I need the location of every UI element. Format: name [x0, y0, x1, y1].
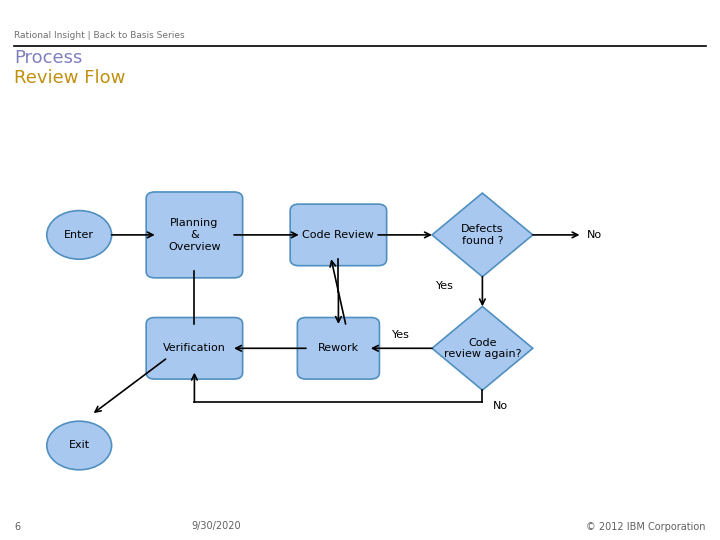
Ellipse shape — [47, 211, 112, 259]
FancyBboxPatch shape — [146, 192, 243, 278]
Text: No: No — [587, 230, 602, 240]
Text: Yes: Yes — [392, 330, 410, 340]
Text: Code
review again?: Code review again? — [444, 338, 521, 359]
Text: No: No — [493, 401, 508, 411]
Text: 9/30/2020: 9/30/2020 — [192, 522, 240, 531]
FancyBboxPatch shape — [146, 318, 243, 379]
FancyBboxPatch shape — [297, 318, 379, 379]
Text: Rational Insight | Back to Basis Series: Rational Insight | Back to Basis Series — [14, 31, 185, 39]
Polygon shape — [432, 306, 533, 390]
Text: Review Flow: Review Flow — [14, 69, 126, 87]
Text: Code Review: Code Review — [302, 230, 374, 240]
Text: Verification: Verification — [163, 343, 226, 353]
Ellipse shape — [47, 421, 112, 470]
Text: Rework: Rework — [318, 343, 359, 353]
Text: Defects
found ?: Defects found ? — [461, 224, 504, 246]
Text: Exit: Exit — [68, 441, 90, 450]
FancyBboxPatch shape — [290, 204, 387, 266]
Text: Process: Process — [14, 49, 83, 67]
Text: Yes: Yes — [436, 281, 454, 291]
Text: 6: 6 — [14, 522, 21, 531]
Polygon shape — [432, 193, 533, 277]
Text: Enter: Enter — [64, 230, 94, 240]
Text: Planning
&
Overview: Planning & Overview — [168, 218, 221, 252]
Text: © 2012 IBM Corporation: © 2012 IBM Corporation — [586, 522, 706, 531]
